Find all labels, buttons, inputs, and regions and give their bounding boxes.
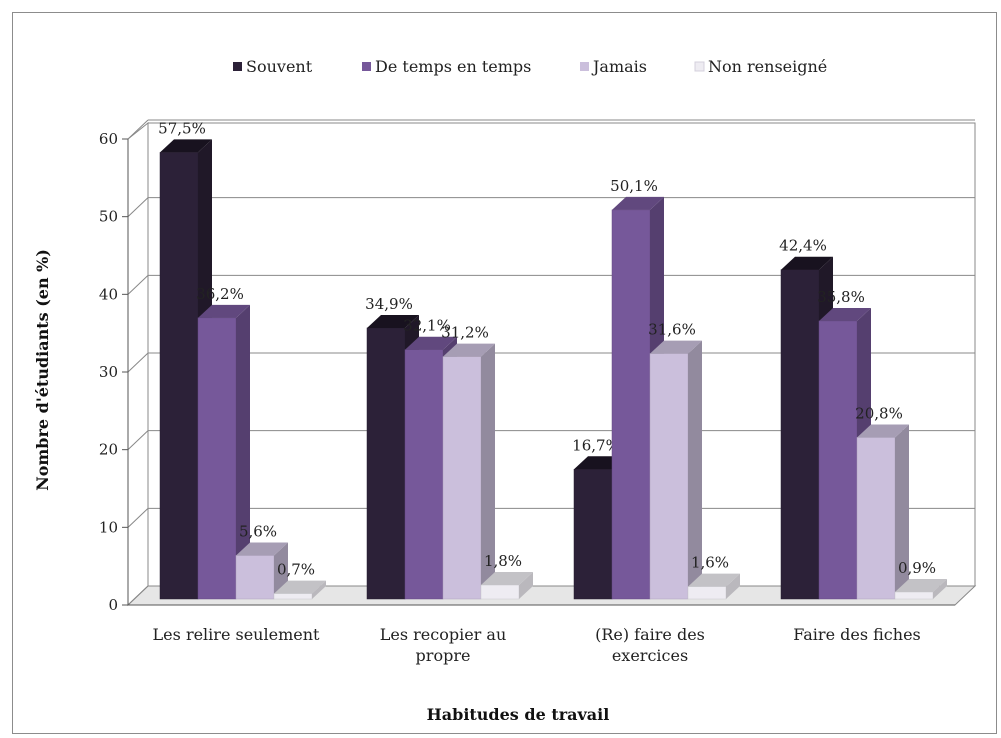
bar-side: [236, 304, 250, 599]
gridline-side: [127, 274, 149, 295]
gridline-side: [127, 430, 149, 451]
gridline-side: [127, 507, 149, 528]
data-label: 35,8%: [817, 288, 865, 306]
data-label: 0,7%: [277, 561, 315, 579]
legend-swatch: [694, 61, 705, 72]
bar-front: [818, 320, 858, 600]
data-label: 5,6%: [239, 523, 277, 541]
data-label: 36,2%: [196, 285, 244, 303]
bar-front: [573, 469, 613, 600]
legend-label: Jamais: [591, 57, 647, 76]
data-label: 0,9%: [898, 559, 936, 577]
bar-front: [235, 555, 275, 600]
legend-swatch: [362, 62, 371, 71]
bar-top: [481, 572, 533, 586]
bar-top: [688, 573, 740, 587]
data-label: 16,7%: [572, 436, 620, 454]
data-label: 57,5%: [158, 119, 206, 137]
bar-top: [650, 340, 702, 354]
bar-top: [160, 139, 212, 153]
data-label: 1,6%: [691, 554, 729, 572]
bar-top: [819, 307, 871, 321]
legend-label: De temps en temps: [375, 57, 531, 76]
bar-top: [198, 304, 250, 318]
y-tick-label: 40: [99, 285, 118, 303]
data-label: 32,1%: [403, 317, 451, 335]
gridline-side: [127, 585, 149, 606]
bar-top: [236, 542, 288, 556]
category-label: Les recopier au: [380, 625, 507, 644]
x-axis-title: Habitudes de travail: [427, 705, 610, 724]
bar-top: [895, 579, 947, 593]
bar-front: [404, 349, 444, 600]
category-label: Faire des fiches: [793, 625, 921, 644]
legend-swatch: [233, 62, 242, 71]
y-tick-label: 60: [99, 130, 118, 148]
bar-top: [405, 336, 457, 350]
bar-side: [519, 572, 533, 599]
bar-side: [726, 573, 740, 599]
y-tick-label: 50: [99, 208, 118, 226]
data-label: 31,6%: [648, 321, 696, 339]
gridline-side: [127, 119, 149, 140]
gridline-side: [127, 197, 149, 218]
side-wall: [127, 121, 149, 607]
data-label: 31,2%: [441, 324, 489, 342]
bar-top: [367, 314, 419, 328]
data-label: 34,9%: [365, 295, 413, 313]
bar-front: [480, 584, 520, 600]
y-tick-label: 0: [108, 596, 118, 614]
legend-swatch: [580, 62, 589, 71]
category-label: exercices: [612, 646, 688, 665]
bar-top: [612, 196, 664, 210]
bar-top: [781, 256, 833, 270]
bar-side: [312, 580, 326, 599]
category-label: Les relire seulement: [153, 625, 320, 644]
data-label: 20,8%: [855, 404, 903, 422]
y-tick-label: 20: [99, 441, 118, 459]
bar-top: [443, 343, 495, 357]
bar-front: [780, 269, 820, 600]
bar-front: [159, 152, 199, 600]
y-tick-label: 10: [99, 518, 118, 536]
gridline-side: [127, 352, 149, 373]
category-label: (Re) faire des: [595, 625, 705, 644]
category-label: propre: [416, 646, 471, 665]
bar-side: [895, 424, 909, 599]
bar-front: [611, 209, 651, 600]
data-label: 1,8%: [484, 552, 522, 570]
bar-front: [856, 437, 896, 600]
legend-label: Non renseigné: [708, 57, 827, 76]
y-axis-title: Nombre d'étudiants (en %): [33, 249, 52, 491]
bar-front: [273, 593, 313, 600]
bar-top: [857, 424, 909, 438]
bar-side: [688, 340, 702, 599]
bar-front: [442, 356, 482, 600]
bar-side: [481, 343, 495, 599]
bar-front: [687, 586, 727, 600]
bar-top: [274, 580, 326, 594]
y-tick-label: 30: [99, 363, 118, 381]
bar-front: [366, 327, 406, 600]
bar-front: [894, 591, 934, 600]
bar-side: [933, 579, 947, 599]
bar-front: [649, 353, 689, 600]
bar-front: [197, 317, 237, 600]
legend-label: Souvent: [246, 57, 313, 76]
data-label: 42,4%: [779, 237, 827, 255]
data-label: 50,1%: [610, 177, 658, 195]
